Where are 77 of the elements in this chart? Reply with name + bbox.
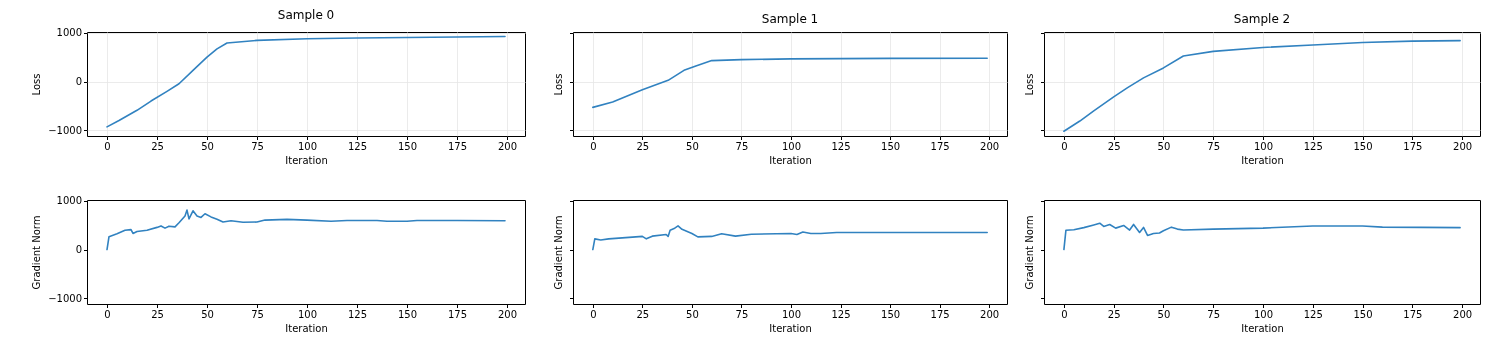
x-tick-label: 175	[930, 141, 950, 152]
x-tick-label: 100	[781, 141, 802, 152]
y-tick-label: −1000	[48, 292, 82, 304]
x-tick-label: 175	[1403, 309, 1423, 320]
x-tick-label: 50	[201, 309, 214, 320]
x-tick-label: 50	[1157, 309, 1171, 320]
x-tick-label: 125	[831, 309, 851, 320]
x-tick-label: 150	[397, 141, 418, 152]
x-tick-label: 75	[251, 309, 264, 320]
line-series	[106, 35, 506, 128]
x-tick-label: 75	[735, 309, 749, 320]
x-tick-label: 25	[1107, 309, 1121, 320]
x-tick-label: 125	[1303, 141, 1323, 152]
x-tick-label: 25	[151, 141, 164, 152]
y-axis-title: Loss	[552, 73, 564, 96]
x-tick-label: 150	[881, 141, 901, 152]
x-tick-label: 200	[980, 141, 1000, 152]
chart-title: Sample 1	[761, 12, 819, 26]
x-tick-label: 100	[781, 309, 802, 320]
x-tick-label: 150	[1353, 309, 1373, 320]
x-tick-label: 100	[1253, 141, 1274, 152]
line-series	[106, 209, 506, 251]
x-axis-title: Iteration	[285, 323, 328, 334]
x-tick-label: 150	[397, 309, 418, 320]
x-tick-label: 200	[497, 141, 518, 152]
x-tick-label: 0	[1061, 309, 1068, 320]
x-tick-label: 200	[1453, 309, 1473, 320]
x-tick-label: 125	[831, 141, 851, 152]
x-tick-label: 100	[297, 309, 318, 320]
x-tick-label: 50	[686, 309, 699, 320]
y-axis-title: Loss	[1023, 73, 1035, 96]
y-tick-label: 1000	[56, 195, 82, 207]
x-tick-label: 150	[881, 309, 901, 320]
y-axis-title: Gradient Norm	[1023, 215, 1035, 290]
y-axis-title: Gradient Norm	[31, 215, 43, 290]
x-axis-title: Iteration	[1241, 155, 1284, 166]
x-tick-label: 0	[1061, 141, 1068, 152]
x-tick-label: 50	[686, 141, 699, 152]
x-tick-label: 100	[1253, 309, 1274, 320]
x-tick-label: 100	[297, 141, 318, 152]
x-tick-label: 200	[1453, 141, 1473, 152]
x-tick-label: 175	[1403, 141, 1423, 152]
chart-title: Sample 0	[277, 7, 335, 22]
x-tick-label: 175	[447, 141, 468, 152]
x-tick-label: 200	[497, 309, 518, 320]
x-tick-label: 150	[1353, 141, 1373, 152]
y-tick-label: −1000	[48, 124, 82, 136]
x-tick-label: 75	[735, 141, 749, 152]
x-tick-label: 25	[636, 141, 650, 152]
y-axis-title: Loss	[31, 73, 43, 96]
x-tick-label: 0	[104, 141, 111, 152]
x-tick-label: 25	[1107, 141, 1121, 152]
x-tick-label: 200	[980, 309, 1000, 320]
y-axis-title: Gradient Norm	[552, 215, 564, 290]
x-tick-label: 75	[1207, 309, 1221, 320]
x-tick-label: 125	[347, 309, 368, 320]
y-tick-label: 0	[75, 244, 82, 256]
x-tick-label: 175	[930, 309, 950, 320]
x-tick-label: 0	[590, 309, 597, 320]
x-tick-label: 125	[347, 141, 368, 152]
x-tick-label: 175	[447, 309, 468, 320]
x-tick-label: 50	[1157, 141, 1171, 152]
x-axis-title: Iteration	[769, 323, 812, 334]
x-tick-label: 0	[590, 141, 597, 152]
x-tick-label: 25	[636, 309, 650, 320]
x-tick-label: 0	[104, 309, 111, 320]
x-tick-label: 75	[251, 141, 264, 152]
x-tick-label: 50	[201, 141, 214, 152]
x-axis-title: Iteration	[769, 155, 812, 166]
x-tick-label: 75	[1207, 141, 1221, 152]
y-tick-label: 0	[75, 76, 82, 88]
x-tick-label: 125	[1303, 309, 1323, 320]
y-tick-label: 1000	[56, 27, 82, 39]
x-tick-label: 25	[151, 309, 164, 320]
x-axis-title: Iteration	[1241, 323, 1284, 334]
x-axis-title: Iteration	[285, 155, 328, 166]
chart-title: Sample 2	[1233, 12, 1291, 26]
